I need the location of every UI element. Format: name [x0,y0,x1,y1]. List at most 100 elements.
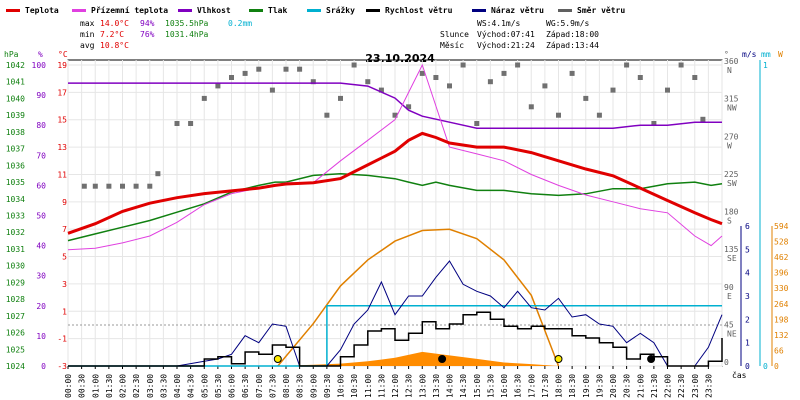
direction-tick-label: 360 [724,57,739,66]
solar-tick-label: 0 [774,362,779,371]
stats-avg-temp: 10.8°C [100,41,129,50]
wind-direction-point [378,87,384,93]
wind-direction-point [256,66,262,72]
wind-direction-point [120,183,125,189]
hpa-tick-label: 1031 [6,245,25,254]
wind-tick-label: 0 [745,362,750,371]
info-wind-speed: WS:4.1m/s [477,19,521,28]
legend-swatch [558,9,572,12]
time-tick-label: 08:30 [296,374,305,398]
time-tick-label: 18:30 [568,374,577,398]
time-tick-label: 11:00 [364,374,373,398]
stats-block: max 14.0°C 94% 1035.5hPa 0.2mm min 7.2°C… [80,19,252,50]
wind-tick-label: 3 [745,292,750,301]
hpa-tick-label: 1029 [6,278,25,287]
solar-tick-label: 66 [774,346,784,355]
humidity-tick-label: 10 [36,332,46,341]
time-tick-label: 23:30 [704,374,713,398]
hpa-tick-label: 1025 [6,345,25,354]
stats-min-press: 1031.4hPa [165,30,209,39]
compass-label: NW [727,104,737,113]
time-tick-label: 18:00 [555,374,564,398]
wind-direction-point [92,183,98,189]
hpa-tick-label: 1024 [6,362,25,371]
wind-tick-label: 6 [745,222,750,231]
solar-tick-label: 330 [774,284,789,293]
unit-time: čas [732,370,747,380]
temp-tick-label: 3 [62,280,67,289]
unit-hum: % [38,50,43,59]
humidity-tick-label: 40 [36,242,46,251]
time-tick-label: 13:00 [418,374,427,398]
time-tick-label: 12:00 [391,374,400,398]
hpa-tick-label: 1028 [6,295,25,304]
solar-tick-label: 132 [774,331,789,340]
info-block: WS:4.1m/s WG:5.9m/s Slunce Východ:07:41 … [440,19,599,50]
stats-max-temp: 14.0°C [100,19,129,28]
compass-label: S [727,217,732,226]
humidity-tick-label: 0 [41,362,46,371]
hpa-tick-label: 1042 [6,61,25,70]
time-tick-label: 07:30 [268,374,277,398]
time-tick-label: 09:00 [309,374,318,398]
wind-direction-point [610,87,616,93]
unit-mm: mm [761,50,771,59]
time-tick-label: 21:30 [650,374,659,398]
stats-max-hum: 94% [140,19,155,28]
time-tick-label: 22:30 [677,374,686,398]
wind-direction-point [419,70,425,76]
moonrise-marker [647,355,656,363]
compass-label: N [727,66,732,75]
info-moonset: Západ:13:44 [546,41,599,50]
time-tick-label: 21:00 [636,374,645,398]
hpa-tick-label: 1032 [6,228,25,237]
ground-temp-line [67,63,723,251]
time-tick-label: 15:00 [473,374,482,398]
compass-label: NE [727,329,737,338]
stats-max-press: 1035.5hPa [165,19,209,28]
wind-direction-point [501,70,507,76]
temp-tick-label: -1 [57,335,67,344]
unit-solar: W [778,50,783,59]
time-tick-label: 09:30 [323,374,332,398]
direction-tick-label: 45 [724,320,734,329]
humidity-tick-label: 90 [36,91,46,100]
hpa-tick-label: 1035 [6,178,25,187]
humidity-tick-label: 70 [36,151,46,160]
compass-label: E [727,292,732,301]
time-axis: 00:00 00:30 01:00 01:30 02:00 02:30 03:00 03:30… [64,366,713,398]
time-tick-label: 14:30 [459,374,468,398]
temperature-line [67,131,723,235]
time-tick-label: 00:00 [64,374,73,398]
solar-clear-line [277,228,560,367]
time-tick-label: 08:00 [282,374,291,398]
time-tick-label: 19:00 [582,374,591,398]
unit-ms: m/s [742,50,757,59]
solar-tick-label: 594 [774,222,789,231]
legend-label: Náraz větru [491,5,544,15]
hpa-tick-label: 1026 [6,329,25,338]
wind-tick-label: 5 [745,245,750,254]
temp-tick-label: 17 [57,88,67,97]
axis-units: hPa % °C ° m/s mm W čas [4,50,783,380]
legend-swatch [472,9,486,12]
wind-direction-point [474,121,480,126]
legend-label: Tlak [268,6,287,15]
time-tick-label: 06:30 [241,374,250,398]
direction-tick-label: 135 [724,245,739,254]
time-tick-label: 06:00 [228,374,237,398]
wind-direction-point [624,62,630,68]
wind-direction-point [81,183,87,189]
wind-direction-point [460,62,466,68]
left-axes: 1042104110401039103810371036103510341033… [6,61,67,371]
stats-max-label: max [80,19,95,28]
humidity-tick-label: 80 [36,121,46,130]
wind-direction-point [678,62,684,68]
wind-direction-point [433,75,439,80]
solar-tick-label: 264 [774,300,789,309]
time-tick-label: 15:30 [486,374,495,398]
wind-direction-point [215,83,221,89]
time-tick-label: 17:00 [527,374,536,398]
time-tick-label: 16:30 [514,374,523,398]
humidity-tick-label: 20 [36,302,46,311]
